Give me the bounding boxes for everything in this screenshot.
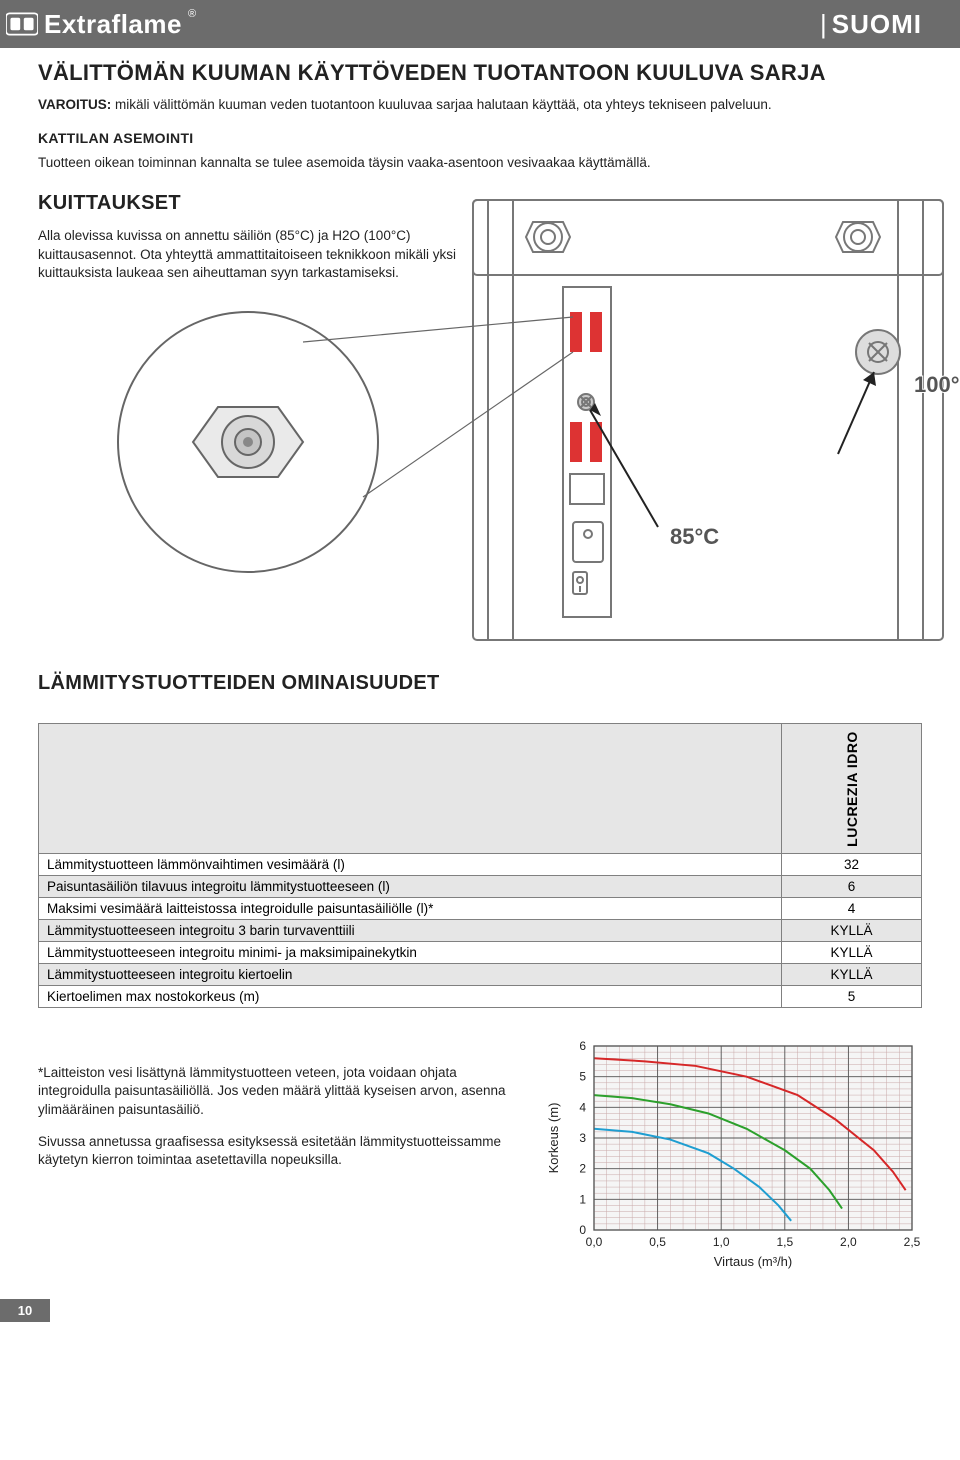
table-row: Maksimi vesimäärä laitteistossa integroi…	[39, 898, 922, 920]
spec-table: LUCREZIA IDRO Lämmitystuotteen lämmönvai…	[38, 723, 922, 1008]
row-value: KYLLÄ	[782, 964, 922, 986]
row-value: 6	[782, 876, 922, 898]
footnote-block: *Laitteiston vesi lisättynä lämmitystuot…	[38, 1040, 512, 1183]
pump-chart: 0,0 0,5 1,0 1,5 2,0 2,5 0 1 2 3 4 5 6 Virtaus (m³/h) K…	[542, 1040, 922, 1275]
locale-text: SUOMI	[832, 9, 922, 39]
brand-name: Extraflame	[44, 9, 182, 40]
svg-text:6: 6	[579, 1040, 586, 1053]
section1-subtitle: KATTILAN ASEMOINTI	[38, 130, 922, 146]
row-value: 4	[782, 898, 922, 920]
footnote-2: Sivussa annetussa graafisessa esityksess…	[38, 1133, 512, 1169]
logo-icon	[6, 12, 38, 36]
row-label: Lämmitystuotteeseen integroitu minimi- j…	[39, 942, 782, 964]
svg-text:2,5: 2,5	[904, 1235, 921, 1249]
row-label: Kiertoelimen max nostokorkeus (m)	[39, 986, 782, 1008]
svg-text:0,0: 0,0	[586, 1235, 603, 1249]
table-head-empty	[39, 724, 782, 854]
temp-85-label: 85°C	[670, 524, 719, 549]
model-name: LUCREZIA IDRO	[844, 731, 860, 847]
svg-text:2: 2	[579, 1162, 586, 1176]
svg-text:1,0: 1,0	[713, 1235, 730, 1249]
row-label: Lämmitystuotteeseen integroitu 3 barin t…	[39, 920, 782, 942]
brand-logo: Extraflame ®	[6, 9, 196, 40]
row-value: KYLLÄ	[782, 942, 922, 964]
footnote-1: *Laitteiston vesi lisättynä lämmitystuot…	[38, 1064, 512, 1119]
svg-text:4: 4	[579, 1100, 586, 1114]
warning-body: mikäli välittömän kuuman veden tuotantoo…	[111, 97, 771, 112]
row-label: Maksimi vesimäärä laitteistossa integroi…	[39, 898, 782, 920]
section3-title: LÄMMITYSTUOTTEIDEN OMINAISUUDET	[38, 672, 922, 695]
svg-text:1,5: 1,5	[776, 1235, 793, 1249]
row-label: Lämmitystuotteen lämmönvaihtimen vesimää…	[39, 854, 782, 876]
svg-text:0: 0	[579, 1223, 586, 1237]
boiler-diagram: 85°C 100°C	[118, 192, 958, 652]
table-row: Lämmitystuotteeseen integroitu minimi- j…	[39, 942, 922, 964]
svg-text:0,5: 0,5	[649, 1235, 666, 1249]
page-number: 10	[0, 1299, 50, 1322]
svg-text:2,0: 2,0	[840, 1235, 857, 1249]
table-head-model: LUCREZIA IDRO	[782, 724, 922, 854]
svg-text:5: 5	[579, 1070, 586, 1084]
svg-text:1: 1	[579, 1192, 586, 1206]
table-row: Lämmitystuotteeseen integroitu kiertoeli…	[39, 964, 922, 986]
warning-label: VAROITUS:	[38, 97, 111, 112]
registered-icon: ®	[188, 8, 196, 20]
row-label: Paisuntasäiliön tilavuus integroitu lämm…	[39, 876, 782, 898]
row-value: 5	[782, 986, 922, 1008]
svg-text:Virtaus (m³/h): Virtaus (m³/h)	[714, 1254, 793, 1269]
locale-label: |SUOMI	[820, 9, 922, 40]
svg-text:Korkeus (m): Korkeus (m)	[546, 1103, 561, 1174]
warning-text: VAROITUS: mikäli välittömän kuuman veden…	[38, 96, 922, 114]
row-label: Lämmitystuotteeseen integroitu kiertoeli…	[39, 964, 782, 986]
header-bar: Extraflame ® |SUOMI	[0, 0, 960, 48]
table-row: Paisuntasäiliön tilavuus integroitu lämm…	[39, 876, 922, 898]
table-row: Kiertoelimen max nostokorkeus (m)5	[39, 986, 922, 1008]
row-value: KYLLÄ	[782, 920, 922, 942]
table-row: Lämmitystuotteen lämmönvaihtimen vesimää…	[39, 854, 922, 876]
section1-title: VÄLITTÖMÄN KUUMAN KÄYTTÖVEDEN TUOTANTOON…	[38, 60, 922, 86]
table-row: Lämmitystuotteeseen integroitu 3 barin t…	[39, 920, 922, 942]
row-value: 32	[782, 854, 922, 876]
svg-text:3: 3	[579, 1131, 586, 1145]
section1-para: Tuotteen oikean toiminnan kannalta se tu…	[38, 154, 922, 172]
temp-100-label: 100°C	[914, 372, 960, 397]
